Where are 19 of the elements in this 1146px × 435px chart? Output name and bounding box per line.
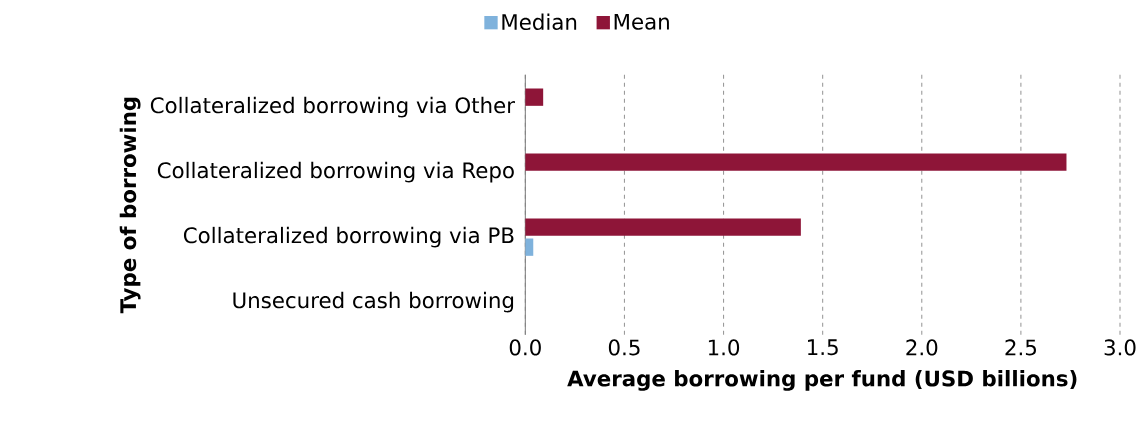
y-axis-title: Type of borrowing xyxy=(119,97,141,314)
x-axis-title: Average borrowing per fund (USD billions) xyxy=(567,370,1077,391)
bar xyxy=(525,88,544,106)
x-tick-label: 2.0 xyxy=(906,339,938,356)
x-tick-label: 3.0 xyxy=(1104,339,1136,356)
x-tick-label: 0.5 xyxy=(608,339,640,356)
x-tick-label: 1.5 xyxy=(808,339,838,356)
x-tick-label: 2.5 xyxy=(1005,339,1036,356)
x-tick-label: 1.0 xyxy=(708,339,740,356)
y-tick-label: Unsecured cash borrowing xyxy=(233,292,514,313)
y-tick-label: Collateralized borrowing via Repo xyxy=(157,162,514,183)
y-tick-label: Collateralized borrowing via Other xyxy=(150,97,515,118)
bar xyxy=(525,238,534,256)
y-tick-label: Collateralized borrowing via PB xyxy=(183,227,514,248)
bar xyxy=(525,153,1067,171)
bar xyxy=(525,218,801,236)
legend-label: Median xyxy=(502,13,577,31)
x-tick-label: 0.0 xyxy=(509,339,541,356)
legend-label: Mean xyxy=(614,14,669,30)
